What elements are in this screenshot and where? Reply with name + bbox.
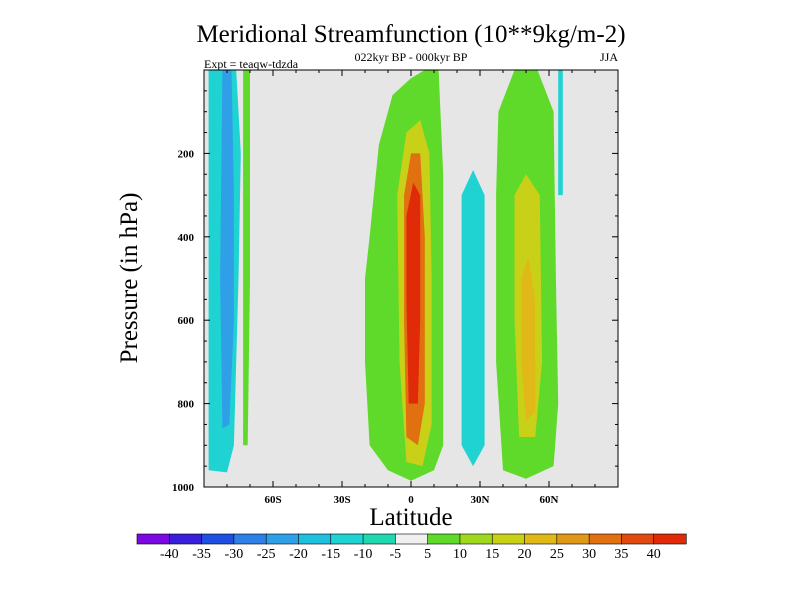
- colorbar-label: -15: [321, 547, 340, 562]
- x-tick-label: 0: [408, 494, 414, 506]
- season-label: JJA: [600, 50, 618, 64]
- y-axis: 200 400 600 800 1000: [172, 90, 618, 494]
- x-tick-label: 60N: [540, 494, 559, 506]
- colorbar-swatch: [491, 533, 526, 545]
- y-tick-label: 600: [178, 315, 195, 327]
- experiment-label: Expt = teaqw-tdzda: [204, 57, 299, 71]
- colorbar-swatch: [653, 533, 687, 545]
- x-tick-label: 30N: [471, 494, 490, 506]
- contour-region-northern-negative-strip: [461, 170, 485, 467]
- y-tick-label: 400: [178, 232, 195, 244]
- contour-region-southern-positive-strip: [243, 70, 250, 446]
- colorbar-label: 10: [453, 547, 467, 562]
- y-axis-title: Pressure (in hPa): [116, 193, 143, 364]
- contour-region-northern-core-25: [521, 257, 536, 421]
- colorbar-label: 35: [614, 547, 628, 562]
- colorbar-label: 25: [550, 547, 564, 562]
- colorbar-label: -40: [160, 547, 179, 562]
- colorbar-label: -10: [354, 547, 373, 562]
- colorbar-label: -30: [225, 547, 244, 562]
- colorbar-swatch: [265, 533, 300, 545]
- x-axis-title: Latitude: [369, 504, 452, 531]
- colorbar-label: 30: [582, 547, 596, 562]
- colorbar-swatch: [459, 533, 493, 545]
- colorbar-label: -5: [390, 547, 402, 562]
- contour-fill-layer: [208, 70, 563, 481]
- chart-title: Meridional Streamfunction (10**9kg/m-2): [196, 21, 625, 48]
- colorbar-swatch: [201, 533, 235, 545]
- colorbar: -40 -35 -30 -25 -20 -15 -10 -5 5 10 15 20 25 30 35 40: [136, 533, 687, 562]
- y-tick-label: 200: [178, 148, 195, 160]
- colorbar-swatch: [233, 533, 267, 545]
- colorbar-swatch: [427, 533, 461, 545]
- y-tick-label: 1000: [172, 482, 195, 494]
- colorbar-label: 15: [485, 547, 499, 562]
- colorbar-swatch: [136, 533, 170, 545]
- colorbar-label: 5: [424, 547, 431, 562]
- contour-region-high-latitude-negative-strip: [558, 70, 563, 196]
- x-tick-label: 30S: [333, 494, 350, 506]
- colorbar-swatch: [298, 533, 332, 545]
- y-tick-label: 800: [178, 399, 195, 411]
- colorbar-swatch: [556, 533, 590, 545]
- colorbar-swatch: [168, 533, 203, 545]
- colorbar-label: -35: [192, 547, 211, 562]
- contour-region-southern-negative-core: [220, 70, 234, 429]
- chart-subtitle: 022kyr BP - 000kyr BP: [355, 50, 468, 64]
- colorbar-swatch: [395, 533, 429, 545]
- colorbar-label: -25: [257, 547, 276, 562]
- x-tick-label: 60S: [264, 494, 281, 506]
- colorbar-label: 20: [518, 547, 532, 562]
- contour-region-tropical-core-40: [406, 182, 421, 404]
- colorbar-swatch: [621, 533, 655, 545]
- colorbar-swatch: [524, 533, 558, 545]
- colorbar-label: 40: [647, 547, 661, 562]
- colorbar-swatch: [330, 533, 364, 545]
- colorbar-swatch: [588, 533, 623, 545]
- colorbar-label: -20: [289, 547, 308, 562]
- x-axis: 60S 30S 0 30N 60N: [226, 70, 596, 506]
- colorbar-swatch: [362, 533, 396, 545]
